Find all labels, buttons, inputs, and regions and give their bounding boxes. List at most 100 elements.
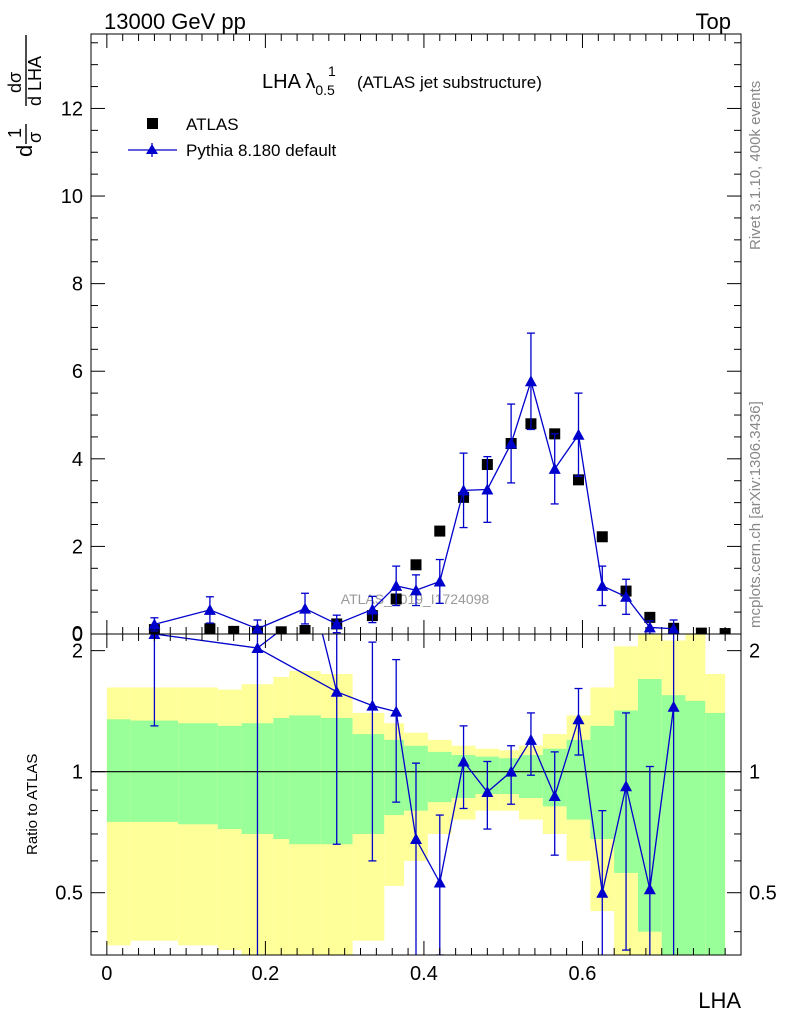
main-y-axis-label: d 1 σ dσ d LHA [5,35,45,157]
ratio-data-point [330,685,343,697]
ratio-y-axis-label: Ratio to ATLAS [24,754,41,855]
ratio-data-point [433,876,446,888]
x-axis-label: LHA [698,988,741,1013]
ratio-data-point [548,789,561,801]
pythia-data-point [548,462,561,474]
y-tick-label: 2 [72,536,83,558]
pythia-data-point [148,618,161,630]
atlas-data-point [204,623,216,634]
atlas-data-point [299,624,311,634]
y-tick-label: 12 [61,98,83,120]
inner-uncertainty-band [352,734,385,834]
chart-title-main: LHA λ [262,71,315,93]
atlas-data-point [228,625,240,634]
y-tick-label: 10 [61,186,83,208]
pythia-data-point [596,579,609,591]
ratio-data-point [667,700,680,712]
ratio-data-point [524,733,537,745]
ratio-data-point [481,786,494,798]
atlas-data-point [275,626,287,634]
inner-uncertainty-band [384,739,405,816]
inner-uncertainty-band [289,715,321,845]
y-tick-label-zero: 0 [72,623,83,645]
ratio-y-tick-label-right: 2 [749,641,760,663]
inner-uncertainty-band [590,725,615,840]
legend-pythia-marker [146,144,158,154]
pythia-data-point [457,484,470,496]
inner-uncertainty-band [106,719,131,822]
y-tick-label: 0 [72,624,83,646]
ratio-data-point [643,883,656,895]
x-tick-label: 0.4 [410,963,438,985]
inner-uncertainty-band [519,755,543,799]
pythia-data-point [366,603,379,615]
ratio-axis-ticks: 0.5 0.5 1 1 2 2 0 0.2 0.4 0.6 [55,634,777,985]
atlas-data-point [695,627,707,634]
ratio-data-point [620,780,633,792]
ratio-data-point [596,886,609,898]
rivet-version-label: Rivet 3.1.10, 400k events [747,81,764,250]
ratio-data-point [390,705,403,717]
legend-atlas-label: ATLAS [186,115,239,134]
ratio-panel: 0.5 0.5 1 1 2 2 0 0.2 0.4 0.6 [55,633,777,985]
ratio-y-tick-label-right: 0.5 [749,883,777,905]
inner-uncertainty-band [217,725,242,830]
ratio-data-point [251,642,264,654]
pythia-data-point [203,603,216,615]
pythia-data-point [524,375,537,387]
atlas-data-point [434,525,446,537]
inner-uncertainty-band [273,717,290,840]
pythia-data-point [390,579,403,591]
pythia-data-point [572,428,585,440]
ylabel-d-lower: d [12,145,37,157]
svg-text:LHA λ0.5: LHA λ0.5 [262,71,335,98]
legend-pythia-label: Pythia 8.180 default [186,141,337,160]
ratio-y-tick-label-right: 1 [749,762,760,784]
header-energy-label: 13000 GeV pp [104,9,246,34]
pythia-data-point [667,622,680,634]
pythia-data-point [620,590,633,602]
ratio-data-point [410,833,422,845]
pythia-data-point [481,483,494,495]
x-tick-label: 0.2 [251,963,279,985]
watermark-label: ATLAS_2019_I1724098 [341,591,490,607]
ratio-data-point [457,755,470,767]
ratio-data-point [572,713,585,725]
ylabel-sigma: σ [25,132,45,143]
ylabel-one: 1 [5,128,25,138]
ratio-y-tick-label: 2 [72,641,83,663]
chart-title-tail: (ATLAS jet substructure) [357,73,542,92]
header-process-label: Top [696,9,731,34]
inner-uncertainty-band [705,712,726,955]
y-tick-label: 8 [72,274,83,296]
ylabel-dlha: d LHA [25,56,45,106]
inner-uncertainty-band [427,751,452,803]
legend-atlas-marker [147,118,158,129]
main-plot-marks [148,332,731,634]
ylabel-dsigma: dσ [5,72,25,93]
y-tick-label: 4 [72,449,83,471]
chart-title-superscript: 1 [328,63,336,79]
pythia-data-point [433,575,446,587]
ratio-y-tick-label: 0.5 [55,883,83,905]
inner-uncertainty-band [178,723,218,825]
atlas-data-point [719,628,731,634]
y-tick-label: 6 [72,361,83,383]
legend: ATLAS Pythia 8.180 default [128,115,337,160]
inner-uncertainty-band [685,700,706,955]
x-tick-label: 0 [101,963,112,985]
pythia-data-point [251,622,264,634]
chart-title: LHA λ0.5 1 (ATLAS jet substructure) [262,63,542,98]
pythia-data-point [299,602,312,614]
pythia-data-point [643,621,656,633]
chart-title-subscript: 0.5 [315,82,335,98]
mcplots-reference-label: mcplots.cern.ch [arXiv:1306.3436] [747,401,764,628]
ratio-series-segment [321,634,338,692]
pythia-data-point [505,437,518,449]
ratio-data-point [505,765,518,777]
ratio-data-point [366,699,379,711]
ratio-y-tick-label: 1 [72,762,83,784]
